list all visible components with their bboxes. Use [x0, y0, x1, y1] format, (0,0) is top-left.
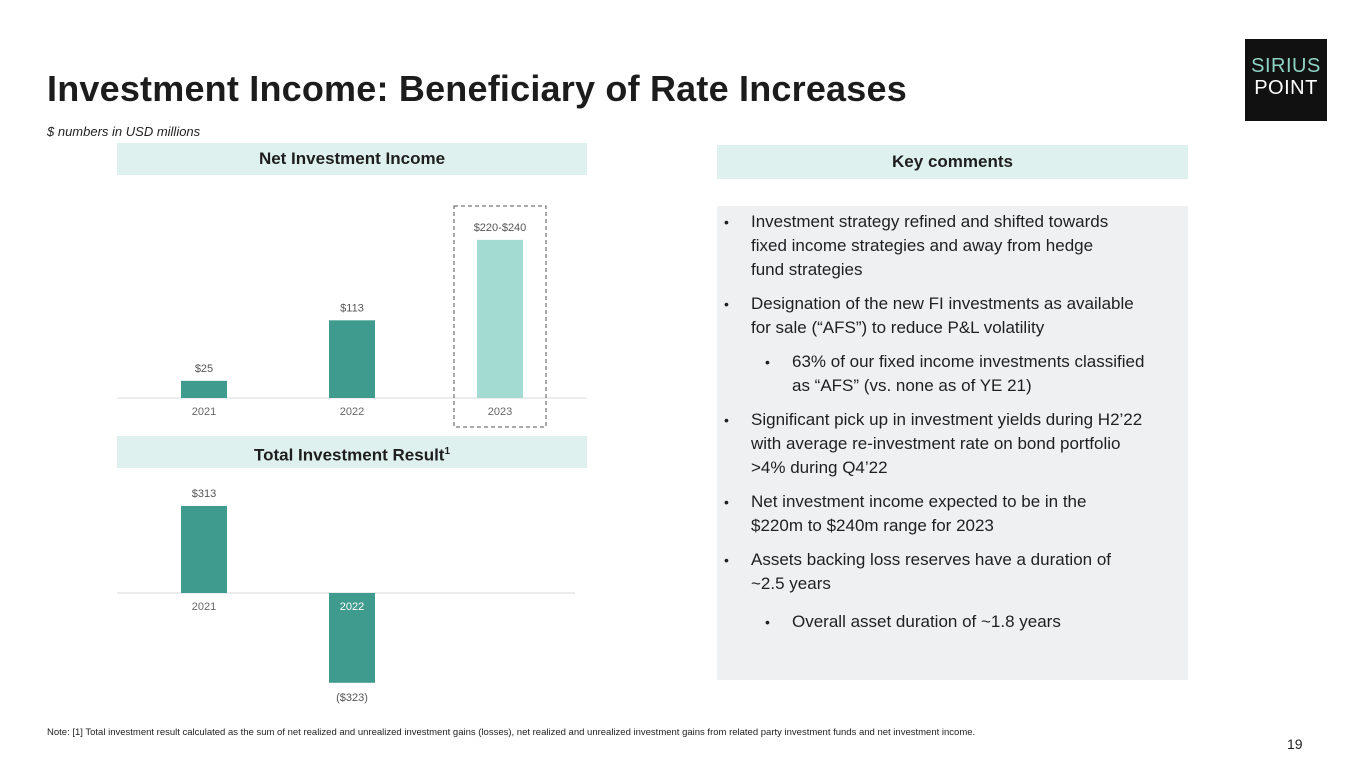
- comment-line: fund strategies: [751, 260, 863, 279]
- bullet-marker: •: [724, 552, 729, 568]
- bullet-marker: •: [724, 214, 729, 230]
- page-subtitle: $ numbers in USD millions: [47, 124, 201, 139]
- comment-bullet: • Significant pick up in investment yield…: [724, 408, 1143, 480]
- comment-bullet: • 63% of our fixed income investments cla…: [765, 350, 1145, 398]
- total-investment-result-title-text: Total Investment Result: [253, 445, 445, 465]
- comment-line: fixed income strategies and away from he…: [751, 236, 1094, 255]
- bullet-marker: •: [724, 412, 729, 428]
- comment-bullet: • Investment strategy refined and shifted…: [724, 210, 1109, 282]
- bar-2022: [329, 320, 375, 398]
- comment-bullet: • Net investment income expected to be in…: [724, 490, 1087, 538]
- data-label-2021: $313: [192, 488, 216, 500]
- comment-bullet: • Overall asset duration of ~1.8 years: [765, 610, 1061, 634]
- company-logo: SIRIUS POINT: [1245, 39, 1327, 121]
- bar-2021: [181, 506, 227, 593]
- tick-label-2022: 2022: [340, 601, 364, 613]
- bar-2022: [329, 593, 375, 683]
- bullet-marker: •: [724, 494, 729, 510]
- comment-bullet: • Designation of the new FI investments a…: [724, 292, 1134, 340]
- page-title: Investment Income: Beneficiary of Rate I…: [47, 68, 907, 109]
- comment-line: Significant pick up in investment yields…: [751, 410, 1143, 429]
- bar-2023: [477, 239, 523, 398]
- total-investment-result-title: Total Investment Result1: [117, 436, 587, 468]
- bullet-marker: •: [724, 296, 729, 312]
- logo-line-1: SIRIUS: [1251, 55, 1321, 77]
- footnote-marker: 1: [444, 446, 451, 457]
- bullet-marker: •: [765, 614, 770, 630]
- highlight-box: [453, 205, 547, 428]
- bar-2021: [181, 380, 227, 398]
- comment-line: as “AFS” (vs. none as of YE 21): [792, 376, 1032, 395]
- comment-line: Net investment income expected to be in …: [751, 492, 1087, 511]
- footnote: Note: [1] Total investment result calcul…: [47, 727, 976, 738]
- key-comments-heading: Key comments: [717, 145, 1188, 179]
- data-label-2021: $25: [195, 363, 213, 375]
- comment-line: for sale (“AFS”) to reduce P&L volatilit…: [751, 318, 1045, 337]
- logo-line-2: POINT: [1254, 77, 1318, 99]
- comment-line: Investment strategy refined and shifted …: [751, 212, 1109, 231]
- total-investment-result-chart: $313 2021 ($323) 2022: [117, 488, 575, 704]
- comment-line: >4% during Q4’22: [751, 458, 888, 477]
- data-label-2023: $220-$240: [474, 222, 527, 234]
- data-label-2022: $113: [340, 302, 364, 314]
- page-number: 19: [1287, 736, 1303, 752]
- comment-line: $220m to $240m range for 2023: [751, 516, 994, 535]
- key-comments-panel: • Investment strategy refined and shifted…: [717, 206, 1188, 680]
- tick-label-2021: 2021: [192, 601, 216, 613]
- comment-line: with average re-investment rate on bond …: [751, 434, 1121, 453]
- net-investment-income-chart: $25 2021 $113 2022 $220-$240 2023: [117, 205, 587, 428]
- tick-label-2023: 2023: [488, 406, 512, 418]
- comment-line: ~2.5 years: [751, 574, 831, 593]
- comment-bullet: • Assets backing loss reserves have a dur…: [724, 548, 1112, 596]
- bullet-marker: •: [765, 354, 770, 370]
- comment-line: 63% of our fixed income investments clas…: [792, 352, 1145, 371]
- data-label-2022: ($323): [336, 692, 368, 704]
- comment-line: Overall asset duration of ~1.8 years: [792, 612, 1061, 631]
- tick-label-2022: 2022: [340, 406, 364, 418]
- comment-line: Designation of the new FI investments as…: [751, 294, 1134, 313]
- tick-label-2021: 2021: [192, 406, 216, 418]
- comment-line: Assets backing loss reserves have a dura…: [751, 550, 1112, 569]
- net-investment-income-title: Net Investment Income: [117, 143, 587, 175]
